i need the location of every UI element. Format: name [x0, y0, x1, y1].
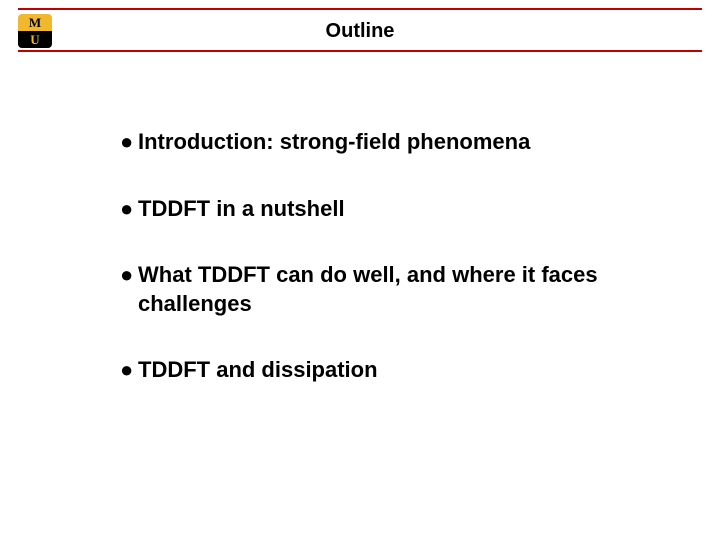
- list-item-text: Introduction: strong-field phenomena: [138, 128, 530, 157]
- list-item-text: What TDDFT can do well, and where it fac…: [138, 261, 660, 318]
- slide-title: Outline: [52, 20, 668, 43]
- bullet-icon: ●: [120, 128, 138, 157]
- list-item: ● Introduction: strong-field phenomena: [120, 128, 660, 157]
- list-item: ● What TDDFT can do well, and where it f…: [120, 261, 660, 318]
- mu-logo: M U: [18, 14, 52, 48]
- mu-logo-m: M: [29, 16, 41, 29]
- bullet-icon: ●: [120, 261, 138, 290]
- mu-logo-bot: U: [18, 31, 52, 48]
- bullet-icon: ●: [120, 356, 138, 385]
- mu-logo-u: U: [30, 33, 39, 46]
- bottom-rule: [18, 50, 702, 52]
- list-item: ● TDDFT and dissipation: [120, 356, 660, 385]
- bullet-icon: ●: [120, 195, 138, 224]
- list-item-text: TDDFT in a nutshell: [138, 195, 345, 224]
- header: M U Outline: [18, 14, 702, 48]
- top-rule: [18, 8, 702, 10]
- list-item: ● TDDFT in a nutshell: [120, 195, 660, 224]
- outline-list: ● Introduction: strong-field phenomena ●…: [120, 128, 660, 423]
- mu-logo-top: M: [18, 14, 52, 31]
- list-item-text: TDDFT and dissipation: [138, 356, 378, 385]
